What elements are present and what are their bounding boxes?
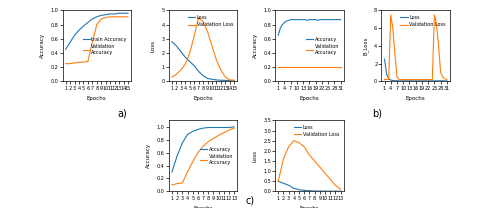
Y-axis label: Accuracy: Accuracy — [146, 143, 152, 168]
Y-axis label: Accuracy: Accuracy — [40, 33, 45, 58]
X-axis label: Epochs: Epochs — [300, 96, 319, 101]
X-axis label: Epochs: Epochs — [194, 96, 213, 101]
Legend: Loss, Validation Loss: Loss, Validation Loss — [398, 13, 448, 29]
Text: c): c) — [246, 196, 254, 206]
Y-axis label: Loss: Loss — [252, 150, 258, 162]
X-axis label: Epochs: Epochs — [300, 206, 319, 208]
Legend: Loss, Validation Loss: Loss, Validation Loss — [186, 13, 235, 29]
Y-axis label: Loss: Loss — [151, 40, 156, 52]
Legend: Accuracy, Validation
Accuracy: Accuracy, Validation Accuracy — [198, 145, 235, 167]
Text: a): a) — [118, 108, 128, 118]
X-axis label: Epochs: Epochs — [194, 206, 213, 208]
Text: b): b) — [372, 108, 382, 118]
Legend: Loss, Validation Loss: Loss, Validation Loss — [292, 123, 342, 139]
Legend: Accuracy, Validation
Accuracy: Accuracy, Validation Accuracy — [304, 35, 342, 57]
X-axis label: Epochs: Epochs — [406, 96, 425, 101]
X-axis label: Epochs: Epochs — [87, 96, 106, 101]
Legend: train Accuracy, Validation
Accuracy: train Accuracy, Validation Accuracy — [80, 35, 128, 57]
Y-axis label: Accuracy: Accuracy — [252, 33, 258, 58]
Y-axis label: B_Loss: B_Loss — [363, 37, 368, 55]
